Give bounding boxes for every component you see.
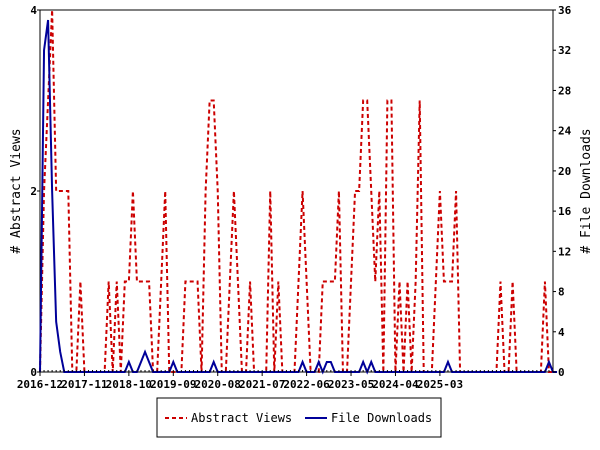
y-tick-label-right: 20 <box>558 165 571 178</box>
y-tick-label-left: 4 <box>30 4 37 17</box>
y-tick-label-right: 0 <box>558 366 565 379</box>
x-tick-label: 2017-11 <box>61 378 108 391</box>
plot-area <box>39 9 554 373</box>
y-tick-label-right: 36 <box>558 4 572 17</box>
y-tick-label-right: 12 <box>558 245 571 258</box>
x-tick-label: 2024-04 <box>372 378 419 391</box>
x-tick-label: 2016-12 <box>17 378 63 391</box>
legend: Abstract Views File Downloads <box>156 397 442 438</box>
y-tick-label-right: 24 <box>558 125 572 138</box>
y-axis-right-title: # File Downloads <box>579 128 594 253</box>
y-tick-label-left: 2 <box>30 185 37 198</box>
y-tick-label-right: 32 <box>558 44 571 57</box>
x-tick-label: 2025-03 <box>417 378 463 391</box>
x-tick-label: 2020-08 <box>195 378 241 391</box>
x-tick-label: 2018-10 <box>106 378 152 391</box>
x-tick-label: 2021-07 <box>239 378 285 391</box>
y-tick-label-left: 0 <box>30 366 37 379</box>
x-axis: 2016-122017-112018-102019-092020-082021-… <box>17 370 554 391</box>
y-tick-label-right: 16 <box>558 205 572 218</box>
y-axis-right: 0 4 8 12 16 20 24 28 32 36 <box>553 4 572 379</box>
legend-box <box>156 397 442 438</box>
y-tick-label-right: 8 <box>558 286 565 299</box>
y-axis-left: 0 2 4 <box>30 4 40 379</box>
y-tick-label-right: 4 <box>558 326 565 339</box>
y-tick-label-right: 28 <box>558 84 571 97</box>
x-tick-label: 2019-09 <box>150 378 196 391</box>
x-tick-label: 2022-06 <box>283 378 330 391</box>
x-tick-label: 2023-05 <box>328 378 374 391</box>
legend-label-abstract-views: Abstract Views <box>191 411 292 425</box>
legend-label-file-downloads: File Downloads <box>331 411 432 425</box>
y-axis-left-title: # Abstract Views <box>9 128 24 253</box>
